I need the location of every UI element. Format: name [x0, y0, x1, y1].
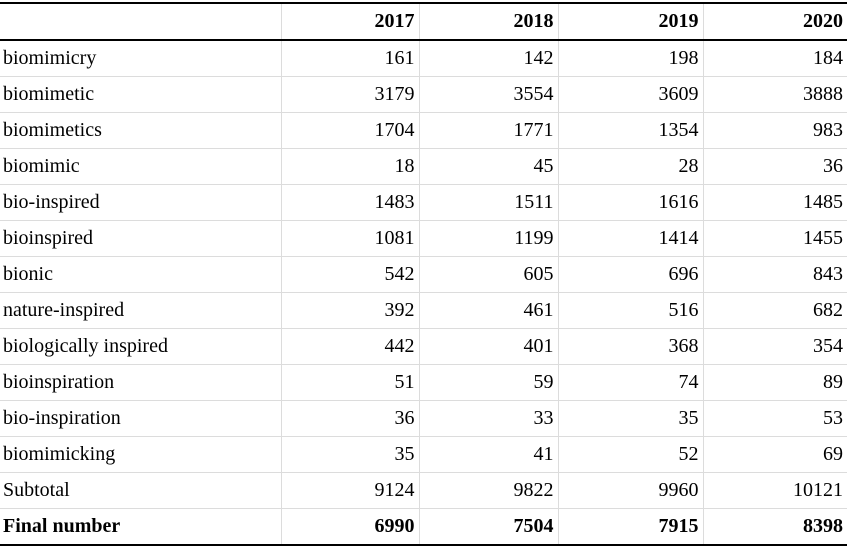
cell-value: 516	[557, 292, 703, 329]
column-header-2019: 2019	[557, 2, 703, 41]
table-row: biomimic 18 45 28 36	[0, 148, 847, 185]
cell-value: 45	[418, 148, 558, 185]
cell-value: 8398	[702, 508, 847, 546]
header-row: 2017 2018 2019 2020	[0, 2, 847, 41]
cell-value: 161	[280, 40, 419, 77]
cell-value: 1704	[280, 112, 419, 149]
row-label: bio-inspired	[0, 184, 281, 221]
cell-value: 69	[702, 436, 847, 473]
cell-value: 7915	[557, 508, 703, 546]
column-header-term	[0, 2, 281, 41]
cell-value: 89	[702, 364, 847, 401]
cell-value: 1511	[418, 184, 558, 221]
cell-value: 33	[418, 400, 558, 437]
cell-value: 10121	[702, 472, 847, 509]
cell-value: 461	[418, 292, 558, 329]
cell-value: 401	[418, 328, 558, 365]
cell-value: 442	[280, 328, 419, 365]
cell-value: 542	[280, 256, 419, 293]
row-label: bionic	[0, 256, 281, 293]
table-row: Subtotal 9124 9822 9960 10121	[0, 472, 847, 509]
cell-value: 1771	[418, 112, 558, 149]
cell-value: 368	[557, 328, 703, 365]
cell-value: 1199	[418, 220, 558, 257]
cell-value: 696	[557, 256, 703, 293]
table-row: bioinspired 1081 1199 1414 1455	[0, 220, 847, 257]
column-header-2017: 2017	[280, 2, 419, 41]
cell-value: 3179	[280, 76, 419, 113]
cell-value: 36	[280, 400, 419, 437]
cell-value: 74	[557, 364, 703, 401]
cell-value: 3888	[702, 76, 847, 113]
row-label: bio-inspiration	[0, 400, 281, 437]
cell-value: 3609	[557, 76, 703, 113]
cell-value: 51	[280, 364, 419, 401]
row-label: biomimetic	[0, 76, 281, 113]
table-row: bio-inspired 1483 1511 1616 1485	[0, 184, 847, 221]
row-label: bioinspired	[0, 220, 281, 257]
table-row: Final number 6990 7504 7915 8398	[0, 508, 847, 546]
row-label: Final number	[0, 508, 281, 546]
row-label: biomimic	[0, 148, 281, 185]
cell-value: 41	[418, 436, 558, 473]
table-row: bioinspiration 51 59 74 89	[0, 364, 847, 401]
cell-value: 35	[557, 400, 703, 437]
cell-value: 35	[280, 436, 419, 473]
row-label: nature-inspired	[0, 292, 281, 329]
row-label: bioinspiration	[0, 364, 281, 401]
cell-value: 392	[280, 292, 419, 329]
cell-value: 36	[702, 148, 847, 185]
cell-value: 52	[557, 436, 703, 473]
cell-value: 28	[557, 148, 703, 185]
cell-value: 184	[702, 40, 847, 77]
cell-value: 7504	[418, 508, 558, 546]
cell-value: 9822	[418, 472, 558, 509]
column-header-2020: 2020	[702, 2, 847, 41]
row-label: biologically inspired	[0, 328, 281, 365]
cell-value: 198	[557, 40, 703, 77]
cell-value: 1354	[557, 112, 703, 149]
cell-value: 1081	[280, 220, 419, 257]
cell-value: 59	[418, 364, 558, 401]
row-label: biomimetics	[0, 112, 281, 149]
cell-value: 1414	[557, 220, 703, 257]
cell-value: 983	[702, 112, 847, 149]
table-row: bionic 542 605 696 843	[0, 256, 847, 293]
table-row: biomimicking 35 41 52 69	[0, 436, 847, 473]
cell-value: 605	[418, 256, 558, 293]
table-row: bio-inspiration 36 33 35 53	[0, 400, 847, 437]
cell-value: 9960	[557, 472, 703, 509]
cell-value: 9124	[280, 472, 419, 509]
cell-value: 354	[702, 328, 847, 365]
cell-value: 1483	[280, 184, 419, 221]
table-row: biologically inspired 442 401 368 354	[0, 328, 847, 365]
table-row: biomimetics 1704 1771 1354 983	[0, 112, 847, 149]
cell-value: 1455	[702, 220, 847, 257]
row-label: Subtotal	[0, 472, 281, 509]
cell-value: 3554	[418, 76, 558, 113]
cell-value: 53	[702, 400, 847, 437]
cell-value: 18	[280, 148, 419, 185]
row-label: biomimicry	[0, 40, 281, 77]
column-header-2018: 2018	[418, 2, 558, 41]
table-row: nature-inspired 392 461 516 682	[0, 292, 847, 329]
cell-value: 843	[702, 256, 847, 293]
cell-value: 6990	[280, 508, 419, 546]
cell-value: 142	[418, 40, 558, 77]
table-row: biomimicry 161 142 198 184	[0, 40, 847, 77]
table-row: biomimetic 3179 3554 3609 3888	[0, 76, 847, 113]
cell-value: 1485	[702, 184, 847, 221]
cell-value: 682	[702, 292, 847, 329]
cell-value: 1616	[557, 184, 703, 221]
row-label: biomimicking	[0, 436, 281, 473]
